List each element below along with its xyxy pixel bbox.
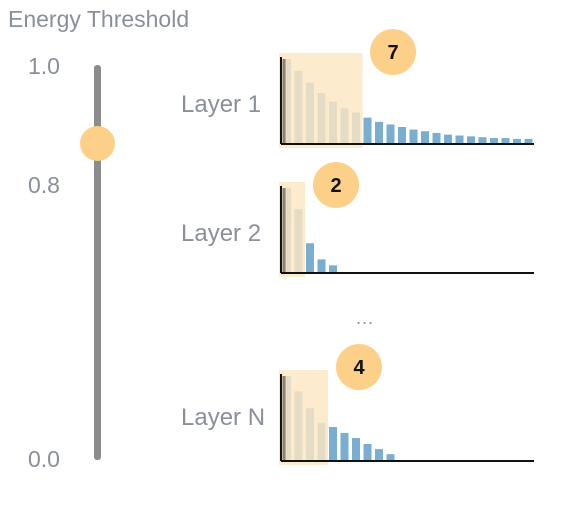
bar: [455, 135, 464, 144]
selected-region: [279, 53, 363, 148]
selected-count-badge-label: 7: [387, 42, 398, 64]
bar: [490, 138, 498, 144]
bar: [386, 454, 395, 461]
bar: [317, 259, 326, 273]
selected-count-badge: [370, 29, 416, 75]
bar: [363, 444, 372, 461]
layer-2-label: Layer 2: [181, 220, 262, 247]
bar: [501, 138, 510, 144]
slider-tick-max: 1.0: [28, 53, 60, 79]
slider-tick-min: 0.0: [28, 446, 60, 472]
bar: [421, 131, 429, 144]
bar: [398, 127, 406, 144]
bar: [409, 129, 418, 144]
selected-count-badge-label: 2: [330, 175, 341, 197]
threshold-slider-track[interactable]: [94, 65, 101, 460]
bar: [513, 138, 521, 144]
bar: [306, 243, 314, 273]
bar: [478, 137, 487, 144]
slider-tick-mid: 0.8: [28, 172, 60, 198]
bar: [363, 117, 372, 144]
bar: [444, 134, 452, 144]
bar: [386, 124, 395, 144]
bar: [375, 121, 383, 144]
bar: [467, 136, 475, 144]
selected-count-badge-label: 4: [353, 357, 365, 379]
bar: [352, 438, 360, 461]
bar: [329, 427, 337, 461]
bar: [432, 132, 441, 144]
selected-region: [279, 370, 328, 465]
selected-count-badge: [313, 162, 359, 208]
threshold-slider-knob[interactable]: [80, 126, 115, 162]
layer-1-label: Layer 1: [181, 91, 262, 118]
bar: [375, 449, 383, 461]
energy-threshold-title: Energy Threshold: [8, 6, 190, 32]
selected-count-badge: [336, 344, 382, 390]
more-layers-ellipsis: ...: [356, 308, 375, 328]
layer-n-label: Layer N: [181, 404, 266, 431]
bar: [524, 138, 533, 144]
bar: [329, 265, 337, 273]
bar: [340, 432, 349, 461]
